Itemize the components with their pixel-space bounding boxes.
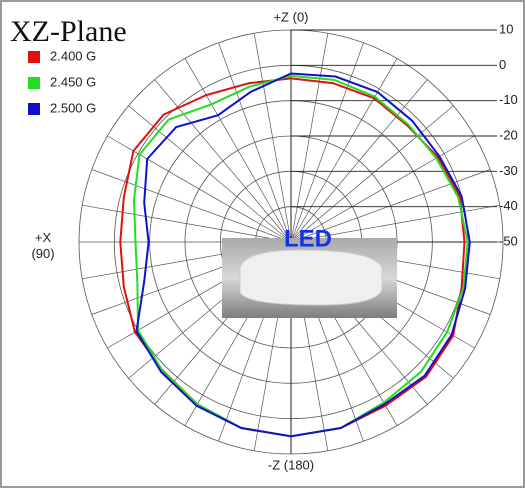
r-tick-label: -50: [499, 233, 518, 248]
r-tick-label: -20: [499, 127, 518, 142]
pattern-line: [135, 72, 471, 438]
legend: 2.400 G 2.450 G 2.500 G: [28, 48, 96, 115]
legend-label: 2.500 G: [50, 100, 96, 115]
theta-tick-label: -Z (180): [268, 457, 314, 472]
device: [239, 249, 383, 306]
r-tick-label: -40: [499, 198, 518, 213]
curves: [119, 72, 471, 438]
legend-label: 2.450 G: [50, 74, 96, 89]
legend-swatch: [28, 103, 40, 115]
r-tick-label: 10: [499, 21, 513, 36]
r-tick-label: -10: [499, 92, 518, 107]
legend-label: 2.400 G: [50, 48, 96, 63]
legend-swatch: [28, 51, 40, 63]
r-tick-label: 0: [499, 57, 506, 72]
chart-title: XZ-Plane: [10, 15, 127, 48]
r-tick-label: -30: [499, 163, 518, 178]
annotation: LED: [284, 225, 332, 252]
legend-swatch: [28, 77, 40, 89]
photo: [222, 238, 397, 318]
theta-tick-label: +X (90): [31, 230, 55, 261]
theta-tick-label: +Z (0): [273, 9, 308, 24]
